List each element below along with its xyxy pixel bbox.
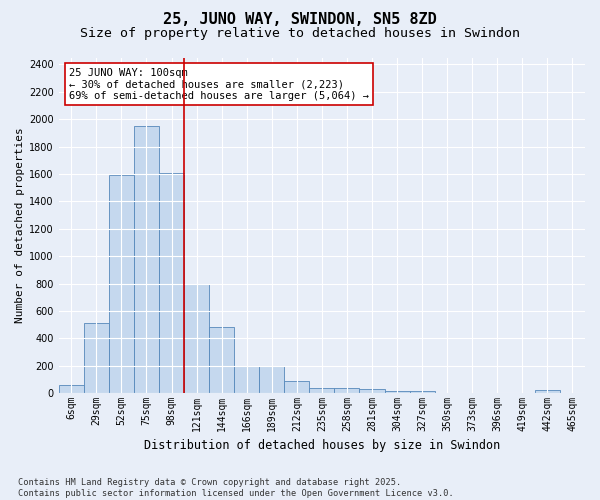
Bar — [184, 284, 209, 393]
Bar — [109, 176, 134, 393]
Bar — [234, 366, 259, 393]
Bar — [84, 324, 109, 393]
Bar — [134, 126, 159, 393]
X-axis label: Distribution of detached houses by size in Swindon: Distribution of detached houses by size … — [144, 440, 500, 452]
Bar — [209, 328, 234, 393]
Text: Size of property relative to detached houses in Swindon: Size of property relative to detached ho… — [80, 28, 520, 40]
Text: 25 JUNO WAY: 100sqm
← 30% of detached houses are smaller (2,223)
69% of semi-det: 25 JUNO WAY: 100sqm ← 30% of detached ho… — [70, 68, 370, 101]
Bar — [59, 385, 84, 393]
Text: 25, JUNO WAY, SWINDON, SN5 8ZD: 25, JUNO WAY, SWINDON, SN5 8ZD — [163, 12, 437, 28]
Bar — [259, 366, 284, 393]
Bar — [410, 391, 434, 393]
Bar — [159, 172, 184, 393]
Bar — [359, 389, 385, 393]
Bar — [535, 390, 560, 393]
Bar — [334, 388, 359, 393]
Bar — [310, 388, 334, 393]
Text: Contains HM Land Registry data © Crown copyright and database right 2025.
Contai: Contains HM Land Registry data © Crown c… — [18, 478, 454, 498]
Y-axis label: Number of detached properties: Number of detached properties — [15, 128, 25, 323]
Bar — [284, 381, 310, 393]
Bar — [385, 391, 410, 393]
